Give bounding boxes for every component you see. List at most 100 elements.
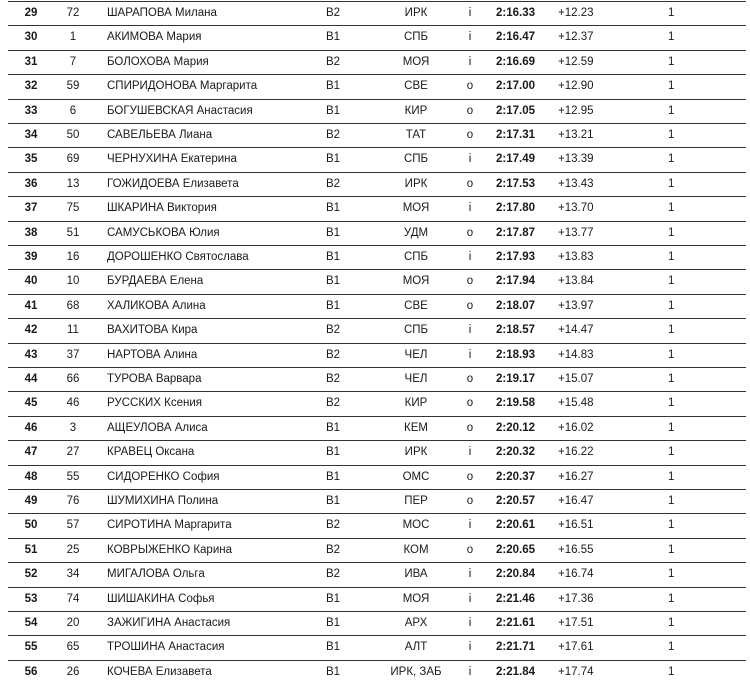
cell-count: 1	[668, 251, 675, 263]
cell-bib: 25	[66, 543, 80, 556]
cell-name: ТРОШИНА Анастасия	[107, 641, 225, 654]
cell-bib: 7	[69, 55, 77, 68]
cell-io: o	[466, 299, 474, 312]
cell-region: ИВА	[404, 568, 428, 581]
table-row: 29 72 ШАРАПОВА Милана B2 ИРК i 2:16.33 +12.23 1	[8, 1, 746, 25]
cell-rank: 48	[24, 470, 38, 483]
cell-bib: 37	[66, 348, 80, 361]
cell-diff: +12.59	[558, 55, 594, 68]
cell-time: 2:20.32	[496, 446, 536, 459]
cell-rank: 34	[24, 129, 38, 141]
cell-region: АЛТ	[404, 641, 428, 654]
cell-diff: +13.70	[558, 202, 594, 215]
cell-cls: B1	[326, 80, 341, 93]
cell-cls: B1	[326, 470, 341, 483]
cell-count: 1	[668, 202, 675, 215]
cell-count: 1	[668, 324, 675, 337]
cell-region: ПЕР	[404, 495, 428, 507]
cell-io: o	[466, 80, 474, 93]
cell-time: 2:16.33	[496, 7, 536, 19]
cell-diff: +13.39	[558, 153, 594, 166]
cell-name: ВАХИТОВА Кира	[107, 324, 198, 337]
cell-rank: 46	[24, 421, 38, 434]
cell-time: 2:17.05	[496, 104, 536, 117]
table-row: 36 13 ГОЖИДОЕВА Елизавета B2 ИРК o 2:17.53 +13.…	[8, 171, 746, 196]
cell-region: ИРК	[404, 7, 428, 19]
cell-rank: 32	[24, 80, 38, 93]
table-row: 41 68 ХАЛИКОВА Алина B1 СВЕ o 2:18.07 +13.97 1	[8, 293, 746, 318]
cell-cls: B1	[326, 421, 341, 434]
cell-bib: 46	[66, 397, 80, 410]
cell-time: 2:17.49	[496, 153, 536, 166]
cell-rank: 56	[24, 665, 38, 678]
cell-diff: +12.37	[558, 31, 594, 44]
cell-cls: B1	[326, 31, 341, 44]
table-row: 42 11 ВАХИТОВА Кира B2 СПБ i 2:18.57 +14.47 1	[8, 318, 746, 342]
cell-bib: 76	[66, 495, 80, 507]
cell-rank: 45	[24, 397, 38, 410]
cell-rank: 55	[24, 641, 38, 654]
table-row: 39 16 ДОРОШЕНКО Святослава B1 СПБ i 2:17.93 +13…	[8, 245, 746, 269]
table-row: 56 26 КОЧЕВА Елизавета B1 ИРК, ЗАБ i 2:21.84 +1…	[8, 659, 746, 684]
cell-region: ТАТ	[405, 129, 427, 141]
cell-region: ИРК	[404, 177, 428, 190]
cell-name: ШАРАПОВА Милана	[107, 7, 217, 19]
table-row: 30 1 АКИМОВА Мария B1 СПБ i 2:16.47 +12.37 1	[8, 25, 746, 49]
cell-io: o	[466, 397, 474, 410]
cell-cls: B2	[326, 177, 341, 190]
cell-region: МОЯ	[402, 55, 430, 68]
cell-diff: +12.90	[558, 80, 594, 93]
cell-region: ЧЕЛ	[404, 348, 428, 361]
cell-diff: +16.22	[558, 446, 594, 459]
cell-time: 2:19.58	[496, 397, 536, 410]
cell-count: 1	[668, 177, 675, 190]
cell-cls: B1	[326, 592, 341, 605]
cell-count: 1	[668, 470, 675, 483]
cell-io: o	[466, 129, 474, 141]
cell-name: КОВРЫЖЕНКО Карина	[107, 543, 233, 556]
cell-io: i	[468, 7, 472, 19]
cell-bib: 51	[66, 226, 80, 239]
cell-io: i	[468, 519, 472, 532]
cell-time: 2:16.47	[496, 31, 536, 44]
cell-rank: 40	[24, 275, 38, 288]
cell-region: КИР	[404, 104, 428, 117]
cell-io: i	[468, 568, 472, 581]
cell-rank: 33	[24, 104, 38, 117]
cell-name: БУРДАЕВА Елена	[107, 275, 204, 288]
cell-diff: +17.61	[558, 641, 594, 654]
cell-bib: 26	[66, 665, 80, 678]
cell-bib: 20	[66, 617, 80, 629]
cell-diff: +17.51	[558, 617, 594, 629]
cell-region: МОЯ	[402, 202, 430, 215]
cell-count: 1	[668, 373, 675, 385]
cell-bib: 13	[66, 177, 80, 190]
cell-region: ИРК	[404, 446, 428, 459]
cell-io: o	[466, 543, 474, 556]
cell-name: СПИРИДОНОВА Маргарита	[107, 80, 258, 93]
table-row: 51 25 КОВРЫЖЕНКО Карина B2 КОМ o 2:20.65 +16.55…	[8, 537, 746, 562]
cell-bib: 6	[69, 104, 77, 117]
cell-region: ИРК, ЗАБ	[390, 665, 442, 678]
cell-time: 2:20.57	[496, 495, 536, 507]
cell-io: o	[466, 275, 474, 288]
cell-name: ЗАЖИГИНА Анастасия	[107, 617, 231, 629]
cell-name: ТУРОВА Варвара	[107, 373, 202, 385]
cell-time: 2:17.93	[496, 251, 536, 263]
cell-io: o	[466, 470, 474, 483]
cell-cls: B1	[326, 251, 341, 263]
cell-region: УДМ	[403, 226, 429, 239]
table-row: 43 37 НАРТОВА Алина B2 ЧЕЛ i 2:18.93 +14.83 1	[8, 342, 746, 367]
cell-cls: B2	[326, 543, 341, 556]
cell-region: СПБ	[403, 251, 429, 263]
cell-name: САМУСЬКОВА Юлия	[107, 226, 220, 239]
cell-rank: 30	[24, 31, 38, 44]
cell-time: 2:20.84	[496, 568, 536, 581]
cell-io: i	[468, 202, 472, 215]
cell-region: СПБ	[403, 324, 429, 337]
cell-count: 1	[668, 495, 675, 507]
cell-count: 1	[668, 568, 675, 581]
cell-bib: 34	[66, 568, 80, 581]
cell-time: 2:17.80	[496, 202, 536, 215]
cell-time: 2:17.53	[496, 177, 536, 190]
